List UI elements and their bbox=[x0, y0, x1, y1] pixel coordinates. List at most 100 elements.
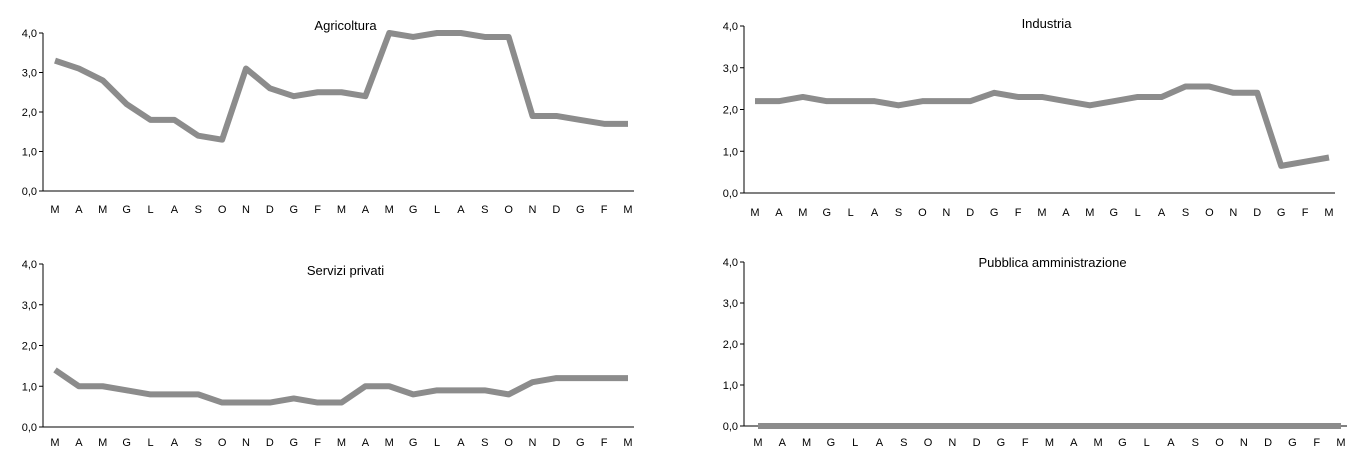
x-tick-label: M bbox=[337, 437, 346, 449]
x-tick-label: G bbox=[1277, 207, 1286, 219]
chart-title: Servizi privati bbox=[307, 263, 384, 278]
x-tick-label: F bbox=[1313, 437, 1320, 449]
x-tick-label: N bbox=[1240, 437, 1248, 449]
x-tick-label: N bbox=[948, 437, 956, 449]
y-tick-label: 3,0 bbox=[22, 300, 37, 312]
x-tick-label: D bbox=[1264, 437, 1272, 449]
x-tick-label: N bbox=[1229, 207, 1237, 219]
x-tick-label: F bbox=[601, 437, 608, 449]
x-tick-label: D bbox=[552, 437, 560, 449]
x-tick-label: S bbox=[1182, 207, 1189, 219]
x-tick-label: A bbox=[171, 437, 179, 449]
y-tick-label: 4,0 bbox=[723, 257, 738, 269]
x-tick-label: A bbox=[1167, 437, 1175, 449]
x-tick-label: S bbox=[900, 437, 907, 449]
chart-title: Pubblica amministrazione bbox=[978, 255, 1126, 270]
x-tick-label: F bbox=[314, 204, 321, 216]
x-tick-label: A bbox=[1158, 207, 1166, 219]
x-tick-label: L bbox=[147, 437, 153, 449]
y-tick-label: 0,0 bbox=[22, 422, 37, 434]
x-tick-label: M bbox=[802, 437, 811, 449]
x-tick-label: O bbox=[924, 437, 933, 449]
x-tick-label: F bbox=[601, 204, 608, 216]
x-tick-label: A bbox=[876, 437, 884, 449]
x-tick-label: D bbox=[973, 437, 981, 449]
x-tick-label: G bbox=[827, 437, 836, 449]
x-tick-label: N bbox=[942, 207, 950, 219]
x-tick-label: A bbox=[457, 437, 465, 449]
series-line bbox=[755, 83, 1330, 169]
y-tick-label: 4,0 bbox=[22, 259, 37, 271]
x-tick-label: O bbox=[1205, 207, 1214, 219]
x-tick-label: F bbox=[314, 437, 321, 449]
x-tick-label: S bbox=[481, 437, 488, 449]
y-tick-label: 4,0 bbox=[723, 21, 738, 33]
x-tick-label: M bbox=[798, 207, 807, 219]
y-tick-label: 3,0 bbox=[22, 68, 37, 80]
x-tick-label: A bbox=[362, 204, 370, 216]
x-tick-label: L bbox=[1144, 437, 1150, 449]
y-tick-label: 1,0 bbox=[22, 147, 37, 159]
y-tick-label: 2,0 bbox=[22, 107, 37, 119]
x-tick-label: M bbox=[385, 437, 394, 449]
series-line bbox=[54, 30, 628, 143]
series-line bbox=[53, 367, 628, 406]
chart-4: Pubblica amministrazione 0,0 1,0 2,0 3,0 4,0 M… bbox=[723, 255, 1347, 449]
x-tick-label: A bbox=[775, 207, 783, 219]
x-tick-label: A bbox=[75, 437, 83, 449]
x-tick-label: M bbox=[50, 437, 59, 449]
x-tick-label: G bbox=[822, 207, 831, 219]
x-tick-label: O bbox=[1215, 437, 1224, 449]
x-tick-label: A bbox=[1070, 437, 1078, 449]
y-tick-label: 2,0 bbox=[723, 105, 738, 117]
x-tick-label: N bbox=[529, 437, 537, 449]
y-tick-label: 2,0 bbox=[723, 339, 738, 351]
x-tick-label: A bbox=[1062, 207, 1070, 219]
x-tick-label: M bbox=[623, 204, 632, 216]
chart-1: Agricoltura 0,0 1,0 2,0 3,0 4,0 M A M G L A S O N D G F M A… bbox=[22, 18, 634, 216]
x-tick-label: M bbox=[1045, 437, 1054, 449]
x-tick-label: O bbox=[918, 207, 927, 219]
x-tick-label: L bbox=[848, 207, 854, 219]
x-tick-label: M bbox=[337, 204, 346, 216]
x-tick-label: M bbox=[98, 204, 107, 216]
x-tick-label: G bbox=[576, 204, 585, 216]
x-tick-label: L bbox=[434, 437, 440, 449]
x-tick-label: D bbox=[552, 204, 560, 216]
x-tick-label: M bbox=[1093, 437, 1102, 449]
chart-2: Industria 0,0 1,0 2,0 3,0 4,0 M A M G L A S O N D G F M A M G… bbox=[723, 16, 1335, 219]
x-tick-label: M bbox=[1085, 207, 1094, 219]
y-tick-label: 1,0 bbox=[22, 381, 37, 393]
x-tick-label: N bbox=[529, 204, 537, 216]
x-tick-label: M bbox=[98, 437, 107, 449]
x-tick-label: G bbox=[997, 437, 1006, 449]
y-tick-label: 1,0 bbox=[723, 380, 738, 392]
x-tick-label: S bbox=[1192, 437, 1199, 449]
x-tick-label: A bbox=[457, 204, 465, 216]
y-tick-label: 0,0 bbox=[22, 186, 37, 198]
x-tick-label: D bbox=[266, 204, 274, 216]
x-tick-label: F bbox=[1015, 207, 1022, 219]
x-tick-label: S bbox=[481, 204, 488, 216]
x-tick-label: F bbox=[1022, 437, 1029, 449]
x-tick-label: A bbox=[779, 437, 787, 449]
x-tick-label: A bbox=[75, 204, 83, 216]
x-tick-label: O bbox=[218, 204, 227, 216]
x-tick-label: M bbox=[1324, 207, 1333, 219]
x-tick-label: G bbox=[1288, 437, 1297, 449]
y-tick-label: 3,0 bbox=[723, 63, 738, 75]
y-tick-label: 1,0 bbox=[723, 146, 738, 158]
x-tick-label: M bbox=[1336, 437, 1345, 449]
chart-title: Industria bbox=[1022, 16, 1073, 31]
x-tick-label: M bbox=[753, 437, 762, 449]
x-tick-label: N bbox=[242, 204, 250, 216]
x-tick-label: M bbox=[50, 204, 59, 216]
x-tick-label: G bbox=[990, 207, 999, 219]
x-tick-label: S bbox=[195, 204, 202, 216]
x-tick-label: M bbox=[1037, 207, 1046, 219]
x-tick-label: D bbox=[1253, 207, 1261, 219]
x-tick-label: D bbox=[966, 207, 974, 219]
x-tick-label: S bbox=[895, 207, 902, 219]
x-tick-label: L bbox=[434, 204, 440, 216]
